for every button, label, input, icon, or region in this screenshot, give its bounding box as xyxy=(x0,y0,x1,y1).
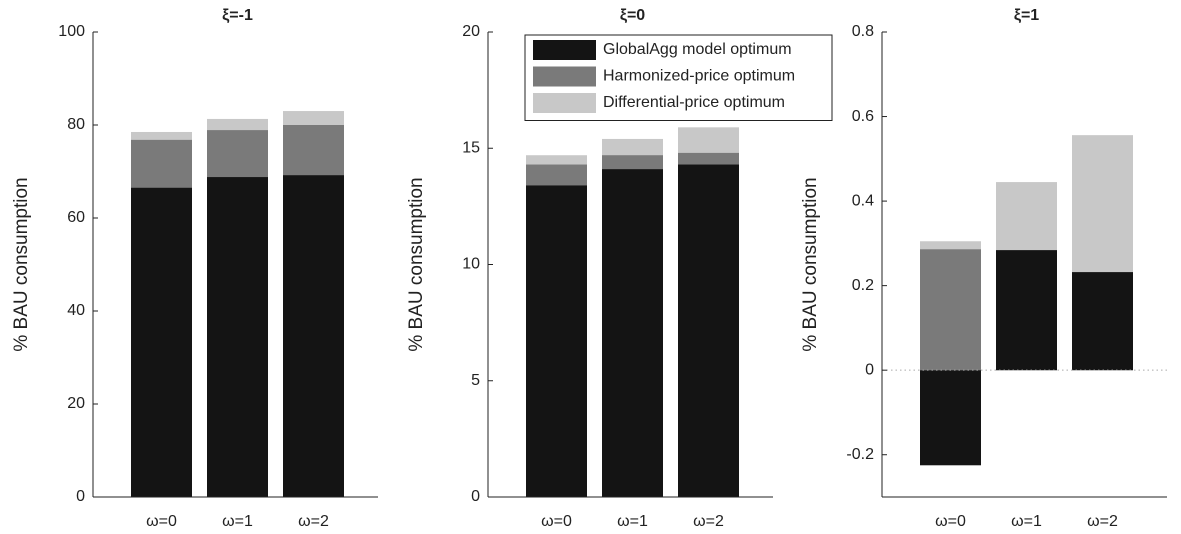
legend-label: GlobalAgg model optimum xyxy=(603,41,792,58)
bar xyxy=(283,175,344,497)
y-tick-label: 0.4 xyxy=(852,192,874,209)
panel-title: ξ=-1 xyxy=(222,7,253,24)
x-tick-label: ω=2 xyxy=(693,513,724,530)
y-tick-label: 20 xyxy=(67,395,85,412)
y-tick-label: 0.6 xyxy=(852,108,874,125)
x-tick-label: ω=1 xyxy=(222,513,253,530)
bar xyxy=(996,250,1057,371)
bar xyxy=(920,249,981,371)
bar xyxy=(526,185,587,497)
y-tick-label: 0.8 xyxy=(852,23,874,40)
y-axis-label: % BAU consumption xyxy=(11,177,32,351)
x-tick-label: ω=1 xyxy=(617,513,648,530)
x-tick-label: ω=0 xyxy=(935,513,966,530)
y-tick-label: 10 xyxy=(462,256,480,273)
y-tick-label: 80 xyxy=(67,116,85,133)
y-tick-label: 60 xyxy=(67,209,85,226)
bar xyxy=(602,169,663,498)
y-tick-label: 5 xyxy=(471,372,480,389)
legend-label: Differential-price optimum xyxy=(603,94,785,111)
bar xyxy=(920,370,981,466)
bar xyxy=(1072,272,1133,371)
bar xyxy=(207,177,268,497)
legend-swatch xyxy=(533,66,596,87)
bar xyxy=(131,187,192,497)
y-axis-label: % BAU consumption xyxy=(406,177,427,351)
x-tick-label: ω=0 xyxy=(146,513,177,530)
y-tick-label: 20 xyxy=(462,23,480,40)
x-tick-label: ω=2 xyxy=(1087,513,1118,530)
y-tick-label: 0 xyxy=(76,488,85,505)
y-tick-label: 0 xyxy=(865,361,874,378)
legend: GlobalAgg model optimum Harmonized-price … xyxy=(524,34,833,121)
legend-swatch xyxy=(533,93,596,113)
x-tick-label: ω=2 xyxy=(298,513,329,530)
y-tick-label: -0.2 xyxy=(846,446,874,463)
y-tick-label: 40 xyxy=(67,302,85,319)
y-tick-label: 15 xyxy=(462,139,480,156)
panel-title: ξ=0 xyxy=(620,7,645,24)
y-tick-label: 0.2 xyxy=(852,277,874,294)
x-tick-label: ω=1 xyxy=(1011,513,1042,530)
x-tick-label: ω=0 xyxy=(541,513,572,530)
legend-swatch xyxy=(533,40,596,60)
y-axis-label: % BAU consumption xyxy=(800,177,821,351)
y-tick-label: 100 xyxy=(58,23,85,40)
bar xyxy=(678,164,739,497)
panel-title: ξ=1 xyxy=(1014,7,1039,24)
legend-label: Harmonized-price optimum xyxy=(603,68,795,85)
y-tick-label: 0 xyxy=(471,488,480,505)
